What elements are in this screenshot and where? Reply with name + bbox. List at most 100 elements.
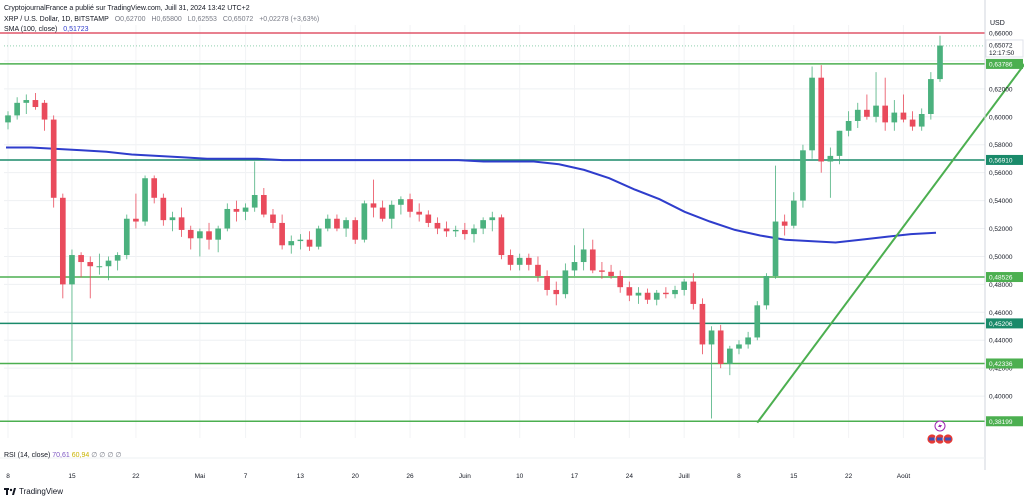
candle-body	[78, 255, 84, 263]
price-tick-label: 0,46000	[989, 310, 1013, 317]
candle-body	[571, 262, 578, 271]
candle-body	[873, 105, 879, 117]
candle-down	[206, 222, 212, 250]
candle-down	[818, 65, 825, 173]
candle-body	[96, 266, 103, 268]
candle-body	[580, 249, 587, 263]
candle-down	[644, 288, 651, 304]
candle-up	[398, 196, 404, 215]
candle-up	[772, 165, 779, 279]
tradingview-logo-icon	[4, 487, 16, 495]
price-axis[interactable]: USD0,400000,420000,440000,460000,480000,…	[984, 0, 1024, 470]
candle-body	[772, 221, 779, 276]
candle-down	[370, 179, 377, 218]
candle-down	[425, 210, 432, 228]
candle-body	[736, 344, 742, 349]
candle-body	[261, 195, 267, 215]
candle-body	[187, 229, 194, 239]
time-tick-label: 15	[68, 473, 76, 480]
publisher-text: CryptojournalFrance a publié sur Trading…	[4, 5, 250, 12]
price-tick-label: 0,40000	[989, 394, 1013, 401]
candle-up	[937, 35, 943, 82]
candle-body	[544, 276, 550, 290]
candle-up	[708, 326, 715, 419]
candle-up	[745, 331, 751, 349]
candle-up	[251, 161, 258, 212]
level-price-label: 0,48526	[989, 275, 1013, 282]
candle-body	[644, 292, 651, 300]
trendline	[756, 63, 1024, 424]
candle-body	[471, 228, 477, 235]
candle-body	[288, 241, 295, 246]
candle-body	[800, 150, 806, 201]
sma-100-path	[6, 146, 937, 244]
candle-body	[690, 281, 697, 304]
candle-down	[334, 214, 340, 232]
candle-up	[96, 253, 103, 275]
ohlc-close: C0,65072	[222, 16, 254, 23]
candle-down	[279, 214, 285, 250]
candle-body	[206, 231, 212, 240]
candle-up	[315, 225, 322, 250]
level-price-label: 0,38199	[989, 419, 1013, 426]
candle-body	[653, 292, 660, 300]
candle-down	[781, 214, 788, 236]
candle-down	[59, 193, 66, 299]
sma-label: SMA (100, close)	[4, 26, 58, 33]
candle-down	[78, 252, 84, 278]
level-price-label: 0,56910	[989, 157, 1013, 164]
sma-legend[interactable]: SMA (100, close) 0,51723	[4, 25, 93, 34]
candle-up	[571, 245, 578, 276]
candle-body	[635, 292, 642, 296]
candle-up	[297, 234, 304, 250]
candle-body	[928, 79, 934, 114]
symbol-legend[interactable]: XRP / U.S. Dollar, 1D, BITSTAMP O0,62700…	[4, 15, 323, 24]
candle-down	[589, 239, 596, 274]
candle-up	[562, 263, 569, 299]
candle-up	[169, 211, 176, 232]
candle-up	[142, 175, 148, 226]
candle-up	[928, 72, 934, 120]
candle-body	[87, 262, 94, 267]
candle-body	[754, 305, 761, 338]
rsi-value: 70,61	[52, 452, 70, 459]
candle-down	[507, 249, 514, 271]
time-tick-label: 15	[790, 473, 798, 480]
candle-body	[114, 255, 121, 261]
symbol-name[interactable]: XRP / U.S. Dollar, 1D, BITSTAMP	[4, 16, 109, 23]
candle-up	[69, 249, 75, 362]
candle-up	[14, 97, 20, 120]
time-tick-label: 13	[297, 473, 305, 480]
time-axis[interactable]: 8 15 22 Mai 7 13 20 26 Juin 10 17 24 Juill 8 15 22 Août	[0, 457, 985, 480]
candle-body	[41, 102, 48, 120]
candle-body	[818, 77, 825, 162]
level-price-tag	[986, 318, 1023, 329]
price-tick-label: 0,42000	[989, 366, 1013, 373]
candle-body	[727, 348, 733, 364]
countdown-label: 12:17:50	[989, 50, 1015, 57]
candle-body	[498, 217, 505, 256]
candle-up	[891, 100, 898, 131]
candle-body	[23, 100, 30, 103]
last-price-label: 0,65072	[989, 42, 1013, 49]
rsi-legend[interactable]: RSI (14, close) 70,61 60,94 ∅ ∅ ∅ ∅	[4, 451, 122, 459]
candle-down	[626, 281, 633, 302]
candle-body	[599, 270, 605, 272]
tradingview-brand[interactable]: TradingView	[4, 487, 63, 496]
candle-body	[59, 197, 66, 285]
candle-up	[123, 214, 130, 260]
candle-body	[480, 220, 486, 229]
candle-body	[763, 276, 770, 306]
candle-up	[754, 301, 761, 341]
candle-body	[398, 199, 404, 205]
time-tick-label: 10	[516, 473, 524, 480]
candle-down	[306, 231, 313, 251]
candle-up	[361, 200, 368, 243]
time-tick-label: 8	[737, 473, 741, 480]
candle-body	[334, 218, 340, 229]
candle-body	[745, 337, 751, 345]
candle-body	[845, 120, 852, 131]
candle-down	[900, 94, 907, 123]
candle-body	[553, 289, 560, 295]
candle-up	[653, 289, 660, 306]
